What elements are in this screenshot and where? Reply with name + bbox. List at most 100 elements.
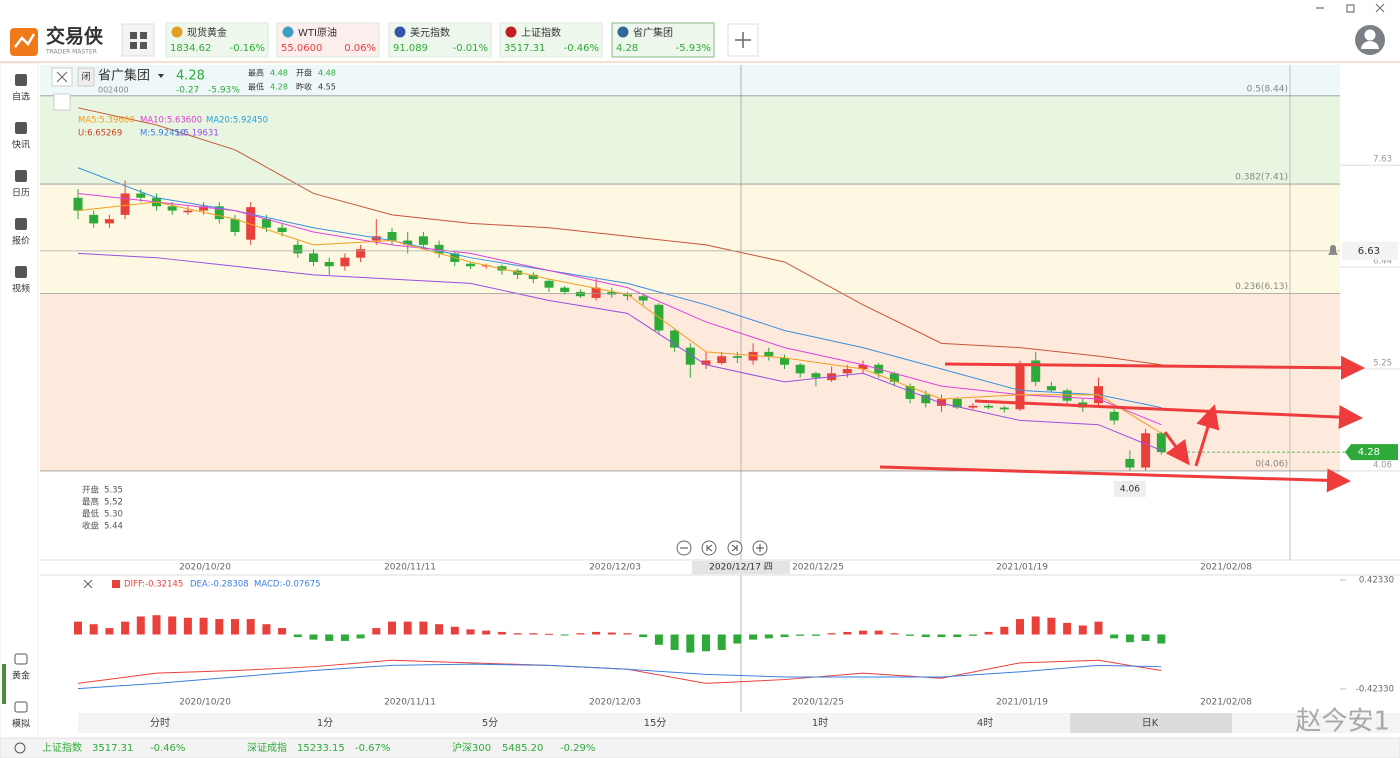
sidebar-icon[interactable]	[15, 170, 27, 182]
grid-button[interactable]	[121, 23, 155, 57]
indicator-label: L:5.19631	[176, 129, 219, 139]
sidebar-icon[interactable]	[15, 218, 27, 230]
macd-bar	[560, 634, 569, 636]
next[interactable]	[727, 540, 743, 556]
candle-body	[732, 356, 742, 358]
stock-name[interactable]: 省广集团	[98, 68, 150, 84]
period-active	[1070, 713, 1232, 733]
ohlc-value: 5.35	[104, 486, 123, 496]
candle-body	[120, 193, 130, 215]
candle-body	[937, 398, 946, 406]
candle-body	[356, 249, 366, 258]
stat-value: 4.48	[318, 69, 336, 78]
macd-bar	[764, 634, 773, 639]
market-tab[interactable]	[276, 22, 380, 58]
toggle-button[interactable]	[77, 67, 95, 87]
x-tick-label: 2020/12/25	[792, 563, 844, 573]
candle-body	[528, 274, 538, 280]
alert-tag	[1342, 241, 1398, 260]
macd-bar	[670, 634, 679, 650]
candle-body	[999, 407, 1009, 410]
stat-value: 4.28	[270, 83, 288, 92]
period-tab[interactable]: 5分	[482, 717, 498, 729]
tab-name: 美元指数	[410, 26, 450, 39]
macd-bar	[607, 632, 616, 635]
period-tab[interactable]: 4时	[977, 717, 993, 729]
stat-label: 昨收	[296, 82, 312, 92]
sidebar-icon[interactable]	[15, 74, 27, 86]
ohlc-label: 最高	[82, 497, 99, 508]
low-tag	[1113, 480, 1146, 497]
tab-name: WTI原油	[298, 26, 337, 39]
macd-bar	[1125, 634, 1134, 643]
candle-body	[1109, 411, 1119, 421]
tab-icon	[617, 26, 629, 38]
period-tab[interactable]: 分时	[150, 717, 170, 729]
sidebar-icon[interactable]	[14, 653, 28, 665]
macd-bar	[419, 621, 428, 635]
macd-bar	[1000, 626, 1009, 635]
macd-bar	[717, 634, 726, 650]
sidebar-label: 模拟	[12, 718, 30, 730]
indicator-line	[77, 167, 1162, 409]
candle-body	[889, 373, 899, 382]
macd-bar	[733, 634, 742, 644]
candle-body	[261, 219, 271, 228]
indicator-label: U:6.65269	[78, 129, 122, 139]
candle-body	[575, 291, 585, 297]
collapse-button[interactable]	[53, 93, 71, 111]
candle-body	[795, 364, 805, 374]
period-tab[interactable]: 1分	[317, 717, 333, 729]
sidebar-icon[interactable]	[15, 266, 27, 278]
macd-line	[77, 663, 1162, 690]
tab-icon	[171, 26, 183, 38]
tab-icon	[505, 26, 517, 38]
macd-bar	[340, 634, 349, 641]
status-bar	[0, 737, 1400, 758]
market-tab[interactable]	[388, 22, 492, 58]
market-tab[interactable]	[611, 22, 715, 58]
tab-price: 1834.62	[170, 43, 211, 54]
tab-icon	[282, 26, 294, 38]
status-change: -0.67%	[355, 743, 390, 754]
ohlc-value: 5.52	[104, 498, 123, 508]
market-tab[interactable]	[165, 22, 269, 58]
period-tab[interactable]: 日K	[1142, 718, 1159, 729]
sidebar-icon[interactable]	[15, 122, 27, 134]
candle-body	[623, 294, 632, 297]
candle-body	[418, 236, 428, 245]
macd-bar	[1157, 634, 1166, 644]
period-tab[interactable]: 15分	[644, 717, 667, 729]
market-tab[interactable]	[499, 22, 603, 58]
alert-price: 6.63	[1358, 246, 1380, 257]
support-icon[interactable]	[14, 742, 26, 754]
candle-body	[136, 193, 146, 198]
macd-bar	[937, 634, 946, 638]
macd-bar	[121, 621, 130, 635]
macd-bar	[1078, 625, 1087, 635]
window-controls[interactable]	[1316, 3, 1385, 13]
prev[interactable]	[701, 540, 717, 556]
x-tick-label: 2021/01/19	[996, 698, 1048, 708]
sidebar-icon[interactable]	[14, 701, 28, 713]
x-tick-label: 2020/11/11	[384, 563, 436, 573]
candle-body	[183, 210, 193, 213]
status-price: 3517.31	[92, 743, 133, 754]
stock-change: -0.27	[176, 86, 199, 96]
ohlc-label: 开盘	[82, 485, 100, 496]
legend-swatch	[112, 580, 120, 588]
last-price: 4.28	[1358, 447, 1380, 458]
macd-bar	[199, 617, 208, 635]
period-tab[interactable]: 1时	[812, 717, 828, 729]
stock-price: 4.28	[176, 69, 205, 84]
candle-body	[89, 214, 99, 224]
indicator-label: MA20:5.92450	[206, 116, 268, 126]
candle-body	[466, 263, 475, 267]
candle-body	[685, 347, 695, 365]
close-macd[interactable]	[83, 579, 93, 589]
stat-value: 4.48	[270, 69, 288, 78]
crosshair-tag	[692, 561, 790, 574]
macd-bar	[497, 631, 506, 635]
